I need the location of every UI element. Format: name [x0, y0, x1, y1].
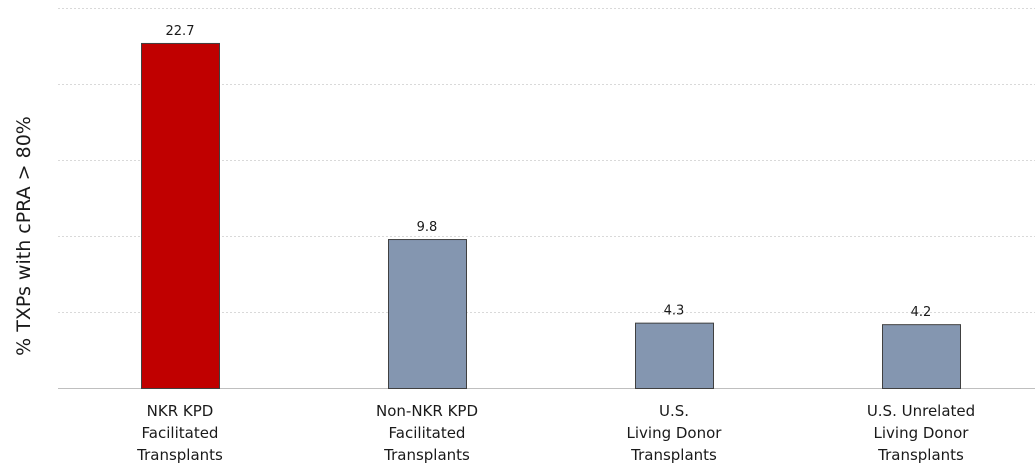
data-label-4: 4.2	[911, 305, 932, 320]
bar-1	[142, 43, 220, 388]
category-label-line: NKR KPD	[147, 402, 214, 420]
category-label-line: Transplants	[877, 446, 964, 464]
bar-4	[883, 325, 961, 389]
data-label-3: 4.3	[664, 304, 685, 319]
y-axis-label: % TXPs with cPRA > 80%	[13, 116, 35, 356]
category-label-line: U.S.	[659, 402, 689, 420]
category-label-line: Living Donor	[874, 424, 970, 442]
category-label-3: U.S. Living Donor Transplants	[627, 402, 723, 464]
category-label-2: Non-NKR KPD Facilitated Transplants	[376, 402, 478, 464]
category-label-line: Living Donor	[627, 424, 723, 442]
data-label-1: 22.7	[166, 24, 195, 39]
category-label-line: Transplants	[383, 446, 470, 464]
bar-3	[636, 323, 714, 388]
category-label-line: Facilitated	[389, 424, 466, 442]
category-label-line: Transplants	[136, 446, 223, 464]
category-label-line: Facilitated	[142, 424, 219, 442]
category-label-line: U.S. Unrelated	[867, 402, 975, 420]
bars	[142, 43, 961, 388]
bar-2	[389, 240, 467, 389]
category-label-line: Non-NKR KPD	[376, 402, 478, 420]
data-label-2: 9.8	[417, 220, 438, 235]
category-label-1: NKR KPD Facilitated Transplants	[136, 402, 223, 464]
category-label-4: U.S. Unrelated Living Donor Transplants	[867, 402, 975, 464]
data-labels: 22.7 9.8 4.3 4.2	[166, 24, 932, 320]
category-label-line: Transplants	[630, 446, 717, 464]
